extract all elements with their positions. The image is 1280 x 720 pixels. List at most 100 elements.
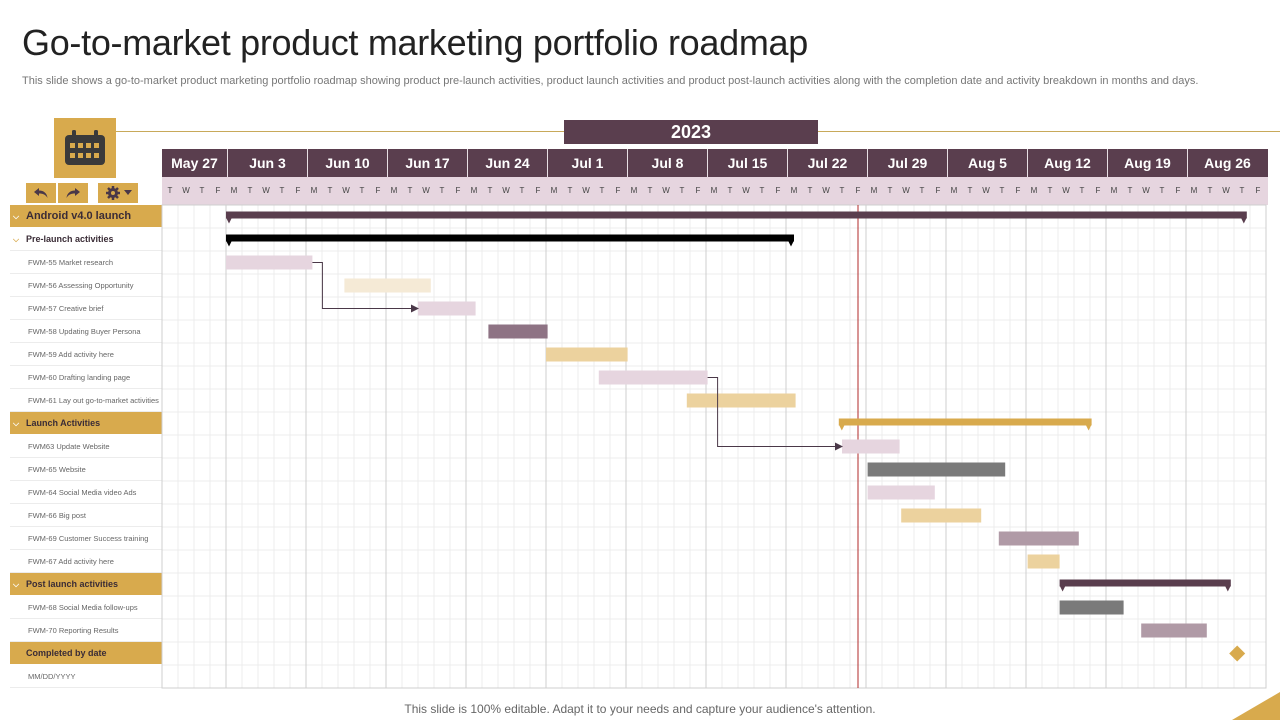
day-label: T: [407, 186, 413, 195]
week-label: Aug 26: [1187, 149, 1267, 177]
task-row[interactable]: FWM-68 Social Media follow-ups: [10, 596, 162, 619]
week-label: Aug 5: [947, 149, 1027, 177]
day-label: M: [870, 186, 878, 195]
task-bar: [598, 370, 708, 385]
task-row[interactable]: MM/DD/YYYY: [10, 665, 162, 688]
day-label: F: [455, 186, 461, 195]
corner-decoration: [1232, 692, 1280, 720]
task-row[interactable]: FWM-55 Market research: [10, 251, 162, 274]
task-row[interactable]: FWM-67 Add activity here: [10, 550, 162, 573]
day-label: M: [470, 186, 478, 195]
day-label: M: [310, 186, 318, 195]
task-label: FWM-70 Reporting Results: [28, 625, 119, 635]
task-row[interactable]: FWM-69 Customer Success training: [10, 527, 162, 550]
task-label: Post launch activities: [26, 578, 119, 589]
task-label: MM/DD/YYYY: [28, 671, 76, 681]
task-bar: [998, 531, 1079, 546]
summary-bar-left-cap: [838, 424, 845, 431]
page-subtitle: This slide shows a go-to-market product …: [22, 75, 1199, 87]
footer-note: This slide is 100% editable. Adapt it to…: [404, 702, 876, 716]
day-label: W: [422, 186, 430, 195]
task-group-row[interactable]: ⌵ Pre-launch activities: [10, 228, 162, 251]
day-label: W: [822, 186, 830, 195]
day-label: T: [919, 186, 925, 195]
day-label: T: [1127, 186, 1133, 195]
task-label: Pre-launch activities: [26, 233, 114, 244]
summary-bar-right-cap: [1240, 217, 1247, 224]
task-bar: [842, 439, 900, 454]
day-label: W: [1062, 186, 1070, 195]
task-bar: [901, 508, 982, 523]
task-label: Completed by date: [26, 647, 107, 658]
day-label: F: [935, 186, 941, 195]
day-label: M: [1030, 186, 1038, 195]
task-row[interactable]: FWM-64 Social Media video Ads: [10, 481, 162, 504]
day-label: T: [967, 186, 973, 195]
task-group-row[interactable]: ⌵ Post launch activities: [10, 573, 162, 596]
task-label: FWM-69 Customer Success training: [28, 533, 149, 543]
task-row[interactable]: FWM-56 Assessing Opportunity: [10, 274, 162, 297]
day-label: F: [1095, 186, 1101, 195]
day-label: M: [630, 186, 638, 195]
calendar-button[interactable]: [54, 118, 116, 178]
undo-icon: [34, 188, 48, 198]
day-label: W: [182, 186, 190, 195]
task-row[interactable]: FWM-66 Big post: [10, 504, 162, 527]
undo-button[interactable]: [26, 183, 56, 203]
task-label: FWM-60 Drafting landing page: [28, 372, 131, 382]
week-label: Jun 17: [387, 149, 467, 177]
day-label: M: [390, 186, 398, 195]
task-row[interactable]: FWM-70 Reporting Results: [10, 619, 162, 642]
day-label: W: [662, 186, 670, 195]
task-row[interactable]: FWM-59 Add activity here: [10, 343, 162, 366]
settings-button[interactable]: [98, 183, 138, 203]
task-group-row[interactable]: Completed by date: [10, 642, 162, 665]
day-label: T: [999, 186, 1005, 195]
day-label: F: [535, 186, 541, 195]
chevron-down-icon[interactable]: ⌵: [13, 418, 20, 428]
task-label: FWM-55 Market research: [28, 257, 114, 267]
task-row[interactable]: FWM-58 Updating Buyer Persona: [10, 320, 162, 343]
task-row[interactable]: FWM-60 Drafting landing page: [10, 366, 162, 389]
summary-bar-left-cap: [226, 240, 232, 247]
day-label: W: [582, 186, 590, 195]
day-label: T: [327, 186, 333, 195]
day-label: T: [727, 186, 733, 195]
chevron-down-icon[interactable]: ⌵: [13, 234, 20, 244]
task-row[interactable]: FWM63 Update Website: [10, 435, 162, 458]
milestone-diamond: [1229, 645, 1246, 662]
summary-bar: [226, 211, 1247, 219]
day-label: T: [1079, 186, 1085, 195]
day-label: T: [247, 186, 253, 195]
chevron-down-icon: [123, 190, 132, 195]
task-group-row[interactable]: ⌵ Android v4.0 launch: [10, 205, 162, 228]
week-label: Jun 10: [307, 149, 387, 177]
day-label: T: [167, 186, 173, 195]
task-row[interactable]: FWM-65 Website: [10, 458, 162, 481]
week-label: Jul 22: [787, 149, 867, 177]
chevron-down-icon[interactable]: ⌵: [13, 211, 20, 221]
day-label: T: [199, 186, 205, 195]
task-label: FWM63 Update Website: [28, 441, 110, 451]
grid-border: [161, 204, 1267, 689]
task-label: FWM-67 Add activity here: [28, 556, 114, 566]
task-bar: [226, 255, 313, 270]
year-label: 2023: [564, 120, 818, 144]
day-label: F: [775, 186, 781, 195]
task-row[interactable]: FWM-57 Creative brief: [10, 297, 162, 320]
task-group-row[interactable]: ⌵ Launch Activities: [10, 412, 162, 435]
day-label: F: [1255, 186, 1261, 195]
task-list: ⌵ Android v4.0 launch ⌵ Pre-launch activiti…: [10, 205, 162, 688]
week-label: Jun 24: [467, 149, 547, 177]
day-label: F: [695, 186, 701, 195]
gear-icon: [105, 186, 120, 200]
task-row[interactable]: FWM-61 Lay out go-to-market activities: [10, 389, 162, 412]
redo-button[interactable]: [58, 183, 88, 203]
day-label: M: [1190, 186, 1198, 195]
day-label: F: [1015, 186, 1021, 195]
day-label: T: [359, 186, 365, 195]
week-label: Aug 12: [1027, 149, 1107, 177]
chevron-down-icon[interactable]: ⌵: [13, 579, 20, 589]
summary-bar-left-cap: [1059, 585, 1066, 592]
